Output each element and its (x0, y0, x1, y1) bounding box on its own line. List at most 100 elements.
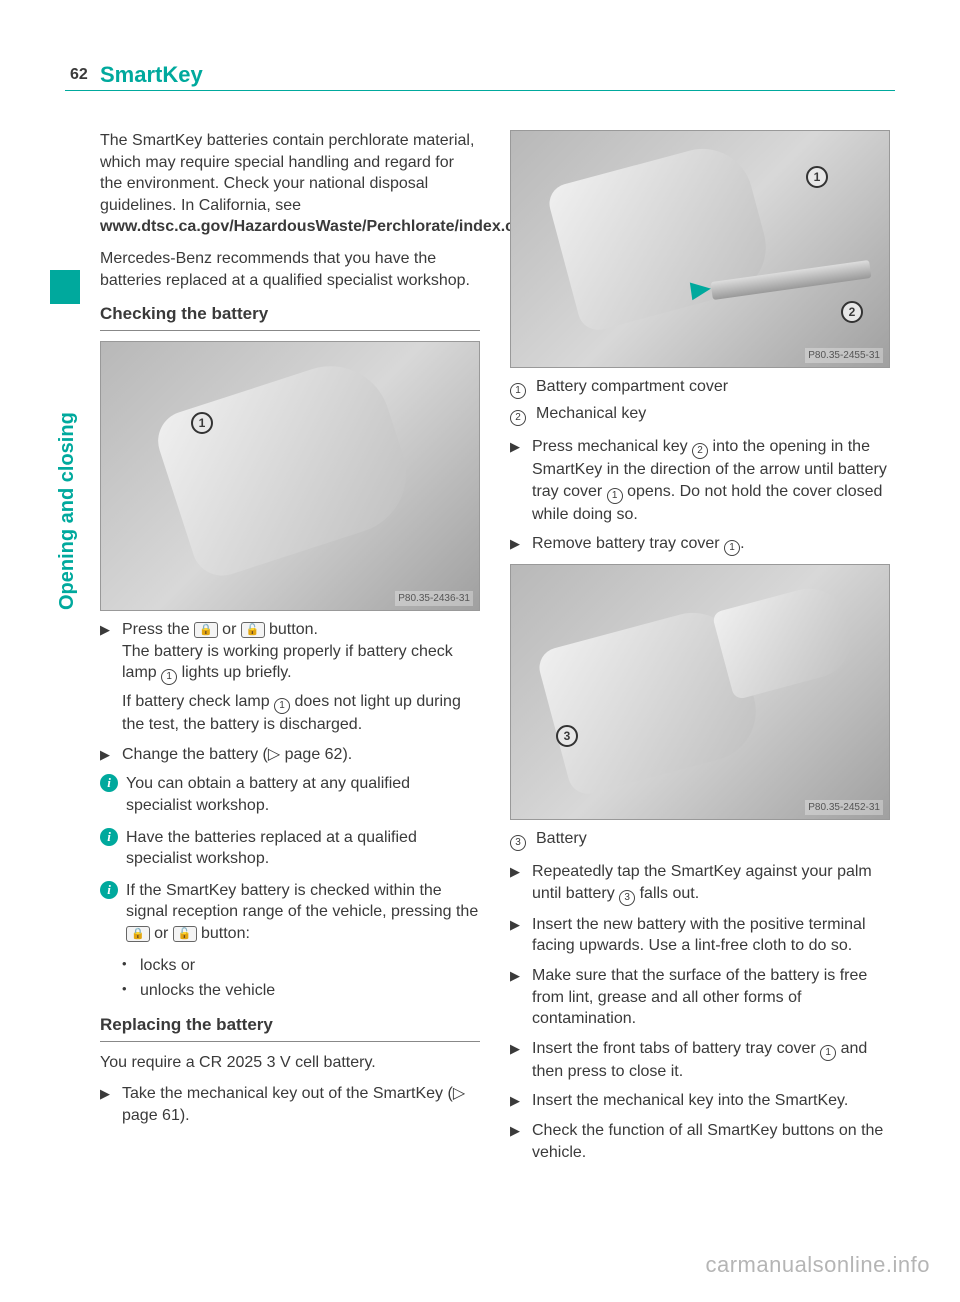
lock-icon: 🔒 (194, 622, 218, 638)
info-icon: i (100, 774, 118, 792)
text: Press mechanical key 2 into the opening … (532, 436, 890, 525)
step-arrow-icon: ▶ (100, 1083, 122, 1126)
right-column: 1 2 P80.35-2455-31 1 Battery compartment… (510, 130, 890, 1171)
ref-1-icon: 1 (607, 488, 623, 504)
text: Change the battery (▷ page 62). (122, 744, 480, 766)
text: If the SmartKey battery is checked withi… (126, 880, 480, 945)
text: Insert the front tabs of battery tray co… (532, 1040, 820, 1057)
step-insert-mechkey: ▶ Insert the mechanical key into the Sma… (510, 1090, 890, 1112)
text: Check the function of all SmartKey butto… (532, 1120, 890, 1163)
step-arrow-icon: ▶ (510, 436, 532, 525)
page-number: 62 (70, 64, 88, 86)
lock-icon: 🔒 (126, 926, 150, 942)
text: button: (197, 925, 250, 942)
figure-smartkey-check: 1 P80.35-2436-31 (100, 341, 480, 611)
step-insert-new: ▶ Insert the new battery with the positi… (510, 914, 890, 957)
text: or (218, 621, 241, 638)
text: Battery (536, 828, 587, 851)
figure-label-1: P80.35-2436-31 (395, 591, 473, 607)
side-tab-marker (50, 270, 80, 304)
text: locks or (140, 955, 195, 977)
side-tab-label: Opening and closing (54, 412, 81, 610)
figure-marker-2: 2 (841, 301, 863, 323)
text: . (740, 535, 744, 552)
text: Repeatedly tap the SmartKey against your… (532, 863, 872, 902)
title-rule (65, 90, 895, 91)
legend-battery: 3 Battery (510, 828, 890, 851)
ref-1-icon: 1 (510, 383, 526, 399)
text: button. (265, 621, 318, 638)
step-arrow-icon: ▶ (510, 914, 532, 957)
step-arrow-icon: ▶ (510, 965, 532, 1030)
step-change-battery: ▶ Change the battery (▷ page 62). (100, 744, 480, 766)
replace-requirement: You require a CR 2025 3 V cell battery. (100, 1052, 480, 1074)
text: Have the batteries replaced at a qualifi… (126, 827, 480, 870)
left-column: The SmartKey batteries contain perchlora… (100, 130, 480, 1171)
info-signal-range: i If the SmartKey battery is checked wit… (100, 880, 480, 945)
text: Insert the front tabs of battery tray co… (532, 1038, 890, 1083)
text: Battery compartment cover (536, 376, 728, 399)
heading-rule (100, 1041, 480, 1042)
content-area: The SmartKey batteries contain perchlora… (100, 130, 890, 1171)
bullet-icon: • (122, 955, 140, 977)
info-replace-qualified: i Have the batteries replaced at a quali… (100, 827, 480, 870)
text: If the SmartKey battery is checked withi… (126, 882, 478, 921)
text: falls out. (635, 885, 699, 902)
step-press-mechkey: ▶ Press mechanical key 2 into the openin… (510, 436, 890, 525)
heading-rule (100, 330, 480, 331)
text: Press the (122, 621, 194, 638)
text: lights up briefly. (177, 664, 291, 681)
bullet-icon: • (122, 980, 140, 1002)
unlock-icon: 🔓 (173, 926, 197, 942)
step-check-function: ▶ Check the function of all SmartKey but… (510, 1120, 890, 1163)
heading-checking-battery: Checking the battery (100, 303, 480, 326)
text: If battery check lamp (122, 693, 274, 710)
heading-replacing-battery: Replacing the battery (100, 1014, 480, 1037)
figure-label-2: P80.35-2455-31 (805, 348, 883, 364)
ref-1-icon: 1 (274, 698, 290, 714)
step-take-key-out: ▶ Take the mechanical key out of the Sma… (100, 1083, 480, 1126)
ref-2-icon: 2 (510, 410, 526, 426)
figure-battery: 3 P80.35-2452-31 (510, 564, 890, 820)
step-surface-clean: ▶ Make sure that the surface of the batt… (510, 965, 890, 1030)
step-arrow-icon: ▶ (510, 533, 532, 556)
text: Repeatedly tap the SmartKey against your… (532, 861, 890, 906)
step-arrow-icon: ▶ (510, 1120, 532, 1163)
text: Remove battery tray cover 1. (532, 533, 890, 556)
step-arrow-icon: ▶ (510, 1038, 532, 1083)
ref-2-icon: 2 (692, 443, 708, 459)
intro-paragraph-2: Mercedes-Benz recommends that you have t… (100, 248, 480, 291)
intro-paragraph-1: The SmartKey batteries contain perchlora… (100, 130, 480, 238)
figure-battery-cover: 1 2 P80.35-2455-31 (510, 130, 890, 368)
info-obtain-battery: i You can obtain a battery at any qualif… (100, 773, 480, 816)
sub-locks: • locks or (122, 955, 480, 977)
legend-mechkey: 2 Mechanical key (510, 403, 890, 426)
text: Insert the new battery with the positive… (532, 914, 890, 957)
arrow-icon (690, 280, 712, 301)
ref-1-icon: 1 (724, 540, 740, 556)
text: You can obtain a battery at any qualifie… (126, 773, 480, 816)
figure-label-3: P80.35-2452-31 (805, 800, 883, 816)
text: Make sure that the surface of the batter… (532, 965, 890, 1030)
info-icon: i (100, 828, 118, 846)
text: Mechanical key (536, 403, 646, 426)
side-tab: Opening and closing (50, 270, 80, 630)
figure-marker-1: 1 (806, 166, 828, 188)
step-tap-smartkey: ▶ Repeatedly tap the SmartKey against yo… (510, 861, 890, 906)
legend-cover: 1 Battery compartment cover (510, 376, 890, 399)
unlock-icon: 🔓 (241, 622, 265, 638)
ref-3-icon: 3 (619, 890, 635, 906)
text: Remove battery tray cover (532, 535, 724, 552)
page-title: SmartKey (100, 60, 203, 90)
step-press-button: ▶ Press the 🔒 or 🔓 button. The battery i… (100, 619, 480, 736)
ref-3-icon: 3 (510, 835, 526, 851)
intro-link: www.dtsc.ca.gov/HazardousWaste/Perchlora… (100, 218, 534, 235)
watermark: carmanualsonline.info (705, 1250, 930, 1280)
step-arrow-icon: ▶ (510, 1090, 532, 1112)
text: Take the mechanical key out of the Smart… (122, 1083, 480, 1126)
step-arrow-icon: ▶ (100, 744, 122, 766)
info-icon: i (100, 881, 118, 899)
step-body: Press the 🔒 or 🔓 button. The battery is … (122, 619, 480, 736)
ref-1-icon: 1 (161, 669, 177, 685)
intro-text-1: The SmartKey batteries contain perchlora… (100, 132, 474, 214)
